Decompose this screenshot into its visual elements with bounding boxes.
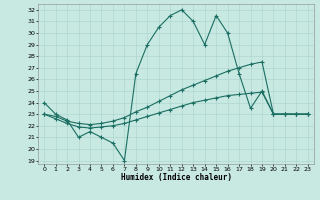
X-axis label: Humidex (Indice chaleur): Humidex (Indice chaleur) <box>121 173 231 182</box>
